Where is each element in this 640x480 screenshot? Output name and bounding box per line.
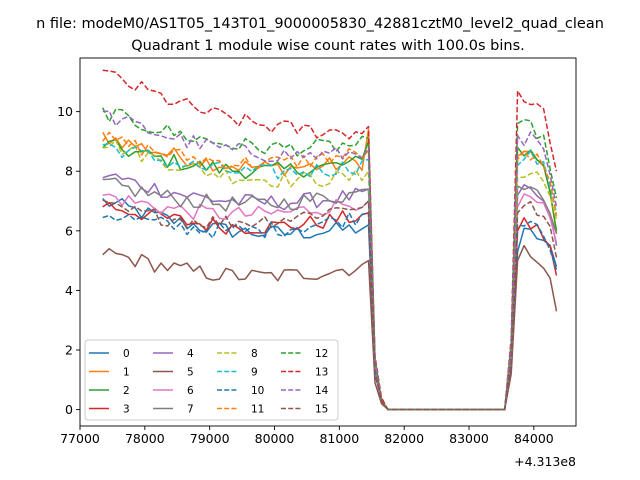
x-tick-label: 77000: [60, 431, 100, 446]
x-tick-label: 79000: [190, 431, 230, 446]
legend-label-7: 7: [187, 404, 194, 416]
chart-title: Quadrant 1 module wise count rates with …: [131, 38, 525, 54]
x-tick-label: 80000: [255, 431, 295, 446]
y-tick-label: 0: [65, 402, 73, 417]
legend-label-15: 15: [315, 404, 328, 416]
legend-label-4: 4: [187, 348, 194, 360]
y-tick-label: 4: [65, 283, 73, 298]
legend-label-14: 14: [315, 385, 329, 397]
legend-label-13: 13: [315, 367, 328, 379]
x-tick-label: 82000: [384, 431, 424, 446]
legend-label-0: 0: [123, 348, 130, 360]
y-tick-label: 10: [57, 104, 73, 119]
y-tick-label: 2: [65, 343, 73, 358]
legend-label-11: 11: [251, 404, 264, 416]
x-tick-label: 78000: [125, 431, 165, 446]
legend-label-1: 1: [123, 367, 130, 379]
series-layer: [102, 69, 558, 411]
legend-label-5: 5: [187, 367, 194, 379]
legend-label-6: 6: [187, 385, 194, 397]
legend-label-2: 2: [123, 385, 130, 397]
x-tick-label: 84000: [514, 431, 554, 446]
series-line-12: [102, 107, 558, 411]
figure-suptitle: n file: modeM0/AS1T05_143T01_9000005830_…: [36, 16, 604, 32]
axes-frame: [79, 57, 577, 427]
legend-label-10: 10: [251, 385, 264, 397]
y-tick-label: 6: [65, 223, 73, 238]
x-tick-label: 81000: [319, 431, 359, 446]
x-offset-label: +4.313e8: [514, 454, 576, 469]
legend-box: [84, 339, 339, 421]
legend-label-12: 12: [315, 348, 328, 360]
legend-label-9: 9: [251, 367, 258, 379]
legend-label-8: 8: [251, 348, 258, 360]
x-tick-label: 83000: [449, 431, 489, 446]
y-tick-label: 8: [65, 164, 73, 179]
series-line-15: [102, 199, 558, 411]
legend-label-3: 3: [123, 404, 130, 416]
axes-layer: 77000 78000 79000 80000 81000 82000 83000 84000…: [57, 57, 577, 446]
